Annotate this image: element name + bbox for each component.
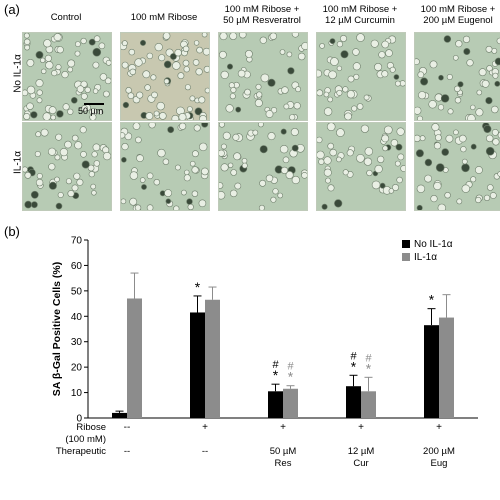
column-header-line: 100 mM Ribose + bbox=[420, 4, 496, 15]
bar-1-0 bbox=[127, 298, 142, 418]
bar-1-3 bbox=[361, 391, 376, 418]
y-axis-label: SA β-Gal Positive Cells (%) bbox=[51, 262, 63, 396]
legend-label-1: IL-1α bbox=[414, 252, 437, 263]
scale-bar bbox=[84, 103, 104, 105]
significance-mark: # bbox=[287, 361, 294, 373]
significance-mark: # bbox=[365, 352, 372, 364]
micrograph-r1-c2 bbox=[218, 122, 308, 211]
column-header-line: 100 mM Ribose + bbox=[224, 4, 300, 15]
micrograph-r0-c2 bbox=[218, 32, 308, 121]
ribose-value-0: -- bbox=[123, 422, 131, 433]
scale-bar-label: 50 µm bbox=[78, 106, 104, 116]
ribose-value-1: + bbox=[202, 422, 208, 433]
significance-mark: * bbox=[366, 360, 372, 376]
y-tick-label: 30 bbox=[71, 337, 83, 348]
micrograph-r1-c1 bbox=[120, 122, 210, 211]
bar-0-1 bbox=[190, 312, 205, 418]
column-header-line: 100 mM Ribose + bbox=[322, 4, 398, 15]
significance-mark: * bbox=[273, 367, 279, 383]
micrograph-r0-c4 bbox=[414, 32, 500, 121]
bar-0-4 bbox=[424, 325, 439, 418]
bar-1-1 bbox=[205, 299, 220, 418]
significance-mark: * bbox=[195, 279, 201, 295]
therapeutic-value-1: -- bbox=[201, 446, 209, 457]
column-header-4: 100 mM Ribose +200 µM Eugenol bbox=[410, 4, 500, 26]
ribose-value-2: + bbox=[280, 422, 286, 433]
significance-mark: * bbox=[429, 292, 435, 308]
bar-chart: 0 10 20 30 40 50 60 70 SA β-Gal Positive Cells (… bbox=[51, 236, 478, 425]
micrograph-r0-c0 bbox=[22, 32, 112, 121]
therapeutic-value-0: -- bbox=[123, 446, 131, 457]
column-header-line: 200 µM Eugenol bbox=[423, 15, 493, 26]
therapeutic-value-3: Cur bbox=[353, 458, 369, 469]
micrograph-r0-c3 bbox=[316, 32, 406, 121]
row-header-il1a: IL-1α bbox=[12, 151, 24, 175]
bar-0-3 bbox=[346, 386, 361, 418]
therapeutic-row-label: Therapeutic bbox=[55, 446, 106, 457]
ribose-row-label: Ribose bbox=[76, 422, 106, 433]
therapeutic-value-2: Res bbox=[274, 458, 292, 469]
legend-swatch-0 bbox=[402, 240, 410, 248]
y-tick-label: 60 bbox=[71, 261, 83, 272]
therapeutic-value-4: Eug bbox=[430, 458, 448, 469]
bar-1-4 bbox=[439, 317, 454, 418]
row-header-no-il1a: No IL-1α bbox=[12, 54, 24, 93]
therapeutic-value-3: 12 µM bbox=[347, 446, 375, 457]
y-tick-label: 40 bbox=[71, 312, 83, 323]
bar-0-0 bbox=[112, 412, 127, 418]
legend-swatch-1 bbox=[402, 253, 410, 261]
panel-b-label: (b) bbox=[4, 224, 20, 239]
y-tick-label: 20 bbox=[71, 363, 83, 374]
y-tick-label: 50 bbox=[71, 286, 83, 297]
y-tick-label: 0 bbox=[76, 414, 82, 425]
ribose-value-4: + bbox=[436, 422, 442, 433]
micrograph-r1-c4 bbox=[414, 122, 500, 211]
column-header-1: 100 mM Ribose bbox=[116, 12, 212, 23]
micrograph-r1-c3 bbox=[316, 122, 406, 211]
column-header-line: 100 mM Ribose bbox=[130, 12, 198, 23]
therapeutic-value-2: 50 µM bbox=[269, 446, 297, 457]
significance-mark: # bbox=[350, 350, 357, 362]
column-header-2: 100 mM Ribose +50 µM Resveratrol bbox=[214, 4, 310, 26]
column-header-3: 100 mM Ribose +12 µM Curcumin bbox=[312, 4, 408, 26]
significance-mark: * bbox=[351, 358, 357, 374]
panel-a-label: (a) bbox=[4, 2, 20, 17]
y-tick-label: 70 bbox=[71, 236, 83, 247]
micrograph-r1-c0 bbox=[22, 122, 112, 211]
column-header-0: Control bbox=[18, 12, 114, 23]
significance-mark: * bbox=[288, 369, 294, 385]
column-header-line: 50 µM Resveratrol bbox=[223, 15, 301, 26]
column-header-line: Control bbox=[50, 12, 82, 23]
ribose-value-3: + bbox=[358, 422, 364, 433]
significance-mark: # bbox=[272, 359, 279, 371]
y-tick-label: 10 bbox=[71, 388, 83, 399]
therapeutic-value-4: 200 µM bbox=[423, 446, 455, 457]
legend-label-0: No IL-1α bbox=[414, 239, 453, 250]
ribose-conc-label: (100 mM) bbox=[65, 434, 106, 445]
bar-0-2 bbox=[268, 391, 283, 418]
column-header-line: 12 µM Curcumin bbox=[325, 15, 395, 26]
micrograph-r0-c1 bbox=[120, 32, 210, 121]
bar-1-2 bbox=[283, 388, 298, 418]
